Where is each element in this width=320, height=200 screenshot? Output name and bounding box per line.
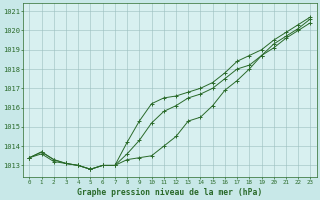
X-axis label: Graphe pression niveau de la mer (hPa): Graphe pression niveau de la mer (hPa) [77, 188, 262, 197]
